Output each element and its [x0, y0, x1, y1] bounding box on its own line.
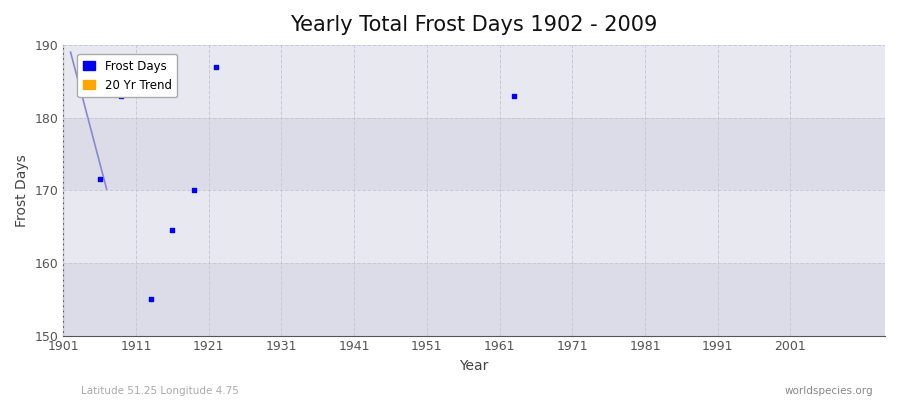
Point [143, 296, 157, 302]
Bar [63, 118, 885, 190]
Y-axis label: Frost Days: Frost Days [15, 154, 29, 227]
Text: worldspecies.org: worldspecies.org [785, 386, 873, 396]
Point [187, 187, 202, 194]
Bar [63, 190, 885, 263]
Legend: Frost Days, 20 Yr Trend: Frost Days, 20 Yr Trend [77, 54, 177, 98]
X-axis label: Year: Year [460, 359, 489, 373]
Bar [63, 263, 885, 336]
Title: Yearly Total Frost Days 1902 - 2009: Yearly Total Frost Days 1902 - 2009 [291, 15, 658, 35]
Bar [63, 45, 885, 118]
Point [209, 64, 223, 70]
Point [166, 227, 180, 234]
Text: Latitude 51.25 Longitude 4.75: Latitude 51.25 Longitude 4.75 [81, 386, 239, 396]
Point [114, 92, 129, 99]
Point [507, 92, 521, 99]
Point [93, 176, 107, 182]
